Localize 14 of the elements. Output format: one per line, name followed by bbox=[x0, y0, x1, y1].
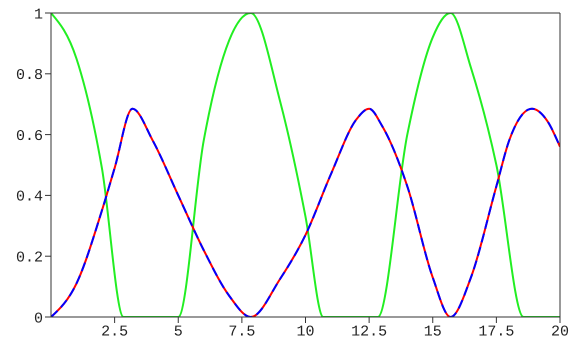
x-tick-label: 2.5 bbox=[101, 324, 128, 341]
y-tick-label: 0 bbox=[34, 310, 43, 328]
x-tick-label: 17.5 bbox=[478, 324, 514, 341]
x-tick-label: 15 bbox=[424, 324, 442, 341]
x-tick-label: 5 bbox=[174, 324, 183, 341]
x-tick-label: 12.5 bbox=[351, 324, 388, 341]
x-tick-label: 10 bbox=[296, 324, 315, 341]
y-tick-label: 0.8 bbox=[16, 67, 43, 84]
y-tick-label: 0.4 bbox=[16, 188, 43, 206]
x-tick-label: 7.5 bbox=[228, 324, 256, 341]
y-tick-label: 1 bbox=[34, 6, 43, 24]
y-tick-label: 0.6 bbox=[16, 128, 43, 145]
x-tick-label: 20 bbox=[550, 324, 570, 341]
y-tick-label: 0.2 bbox=[16, 250, 43, 267]
